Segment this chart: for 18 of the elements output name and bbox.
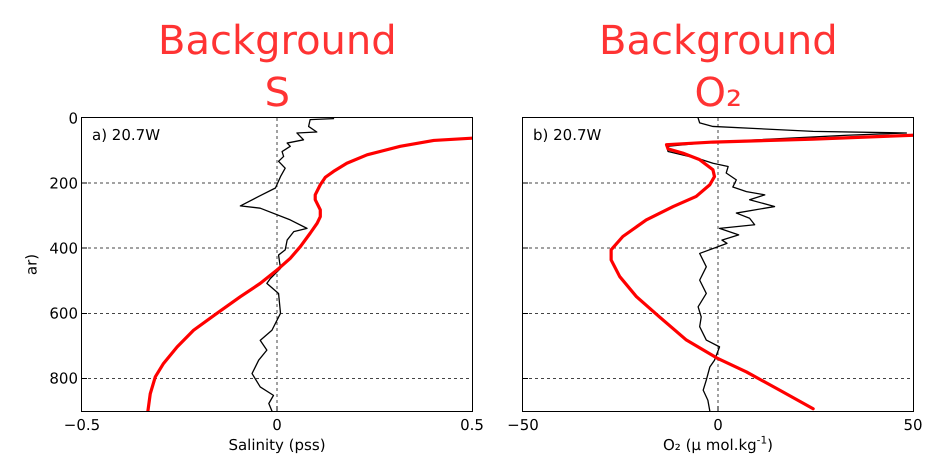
x-tick-label: −0.5	[64, 416, 100, 434]
x-tick-label: 0.5	[460, 416, 484, 434]
x-axis-title: O₂ (μ mol.kg$^{-1}$)	[662, 434, 774, 454]
y-tick-label: 0	[68, 109, 78, 128]
y-tick-label: 400	[49, 239, 78, 258]
x-tick-label: 0	[713, 416, 723, 434]
annotation: b) 20.7W	[533, 126, 602, 144]
y-tick-label: 200	[49, 174, 78, 192]
y-tick-label: 800	[49, 370, 78, 388]
x-tick-label: 0	[272, 416, 282, 434]
x-tick-label: 50	[903, 416, 923, 434]
chart-title: Background O₂	[599, 18, 838, 116]
y-tick-label: 600	[49, 304, 78, 323]
x-tick-label: −50	[507, 416, 539, 434]
x-axis-title: Salinity (pss)	[228, 436, 326, 454]
annotation: a) 20.7W	[92, 126, 160, 144]
y-axis-title: ar)	[22, 254, 41, 276]
chart-title: Background S	[158, 18, 397, 116]
